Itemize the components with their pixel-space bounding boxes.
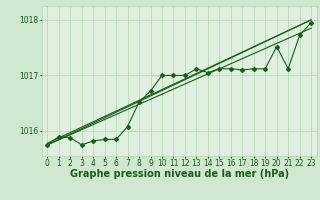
X-axis label: Graphe pression niveau de la mer (hPa): Graphe pression niveau de la mer (hPa)	[70, 169, 289, 179]
